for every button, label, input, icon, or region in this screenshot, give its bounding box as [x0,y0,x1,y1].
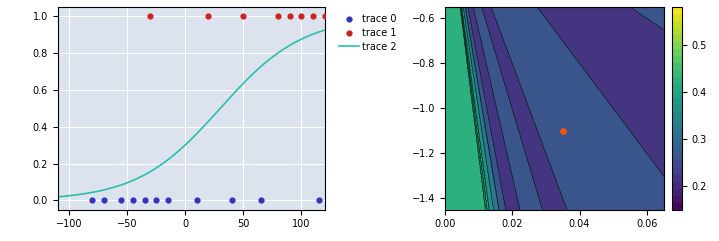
trace 1 [237,14,249,18]
trace 2 [180,144,188,147]
trace 0 [255,199,267,202]
trace 0 [226,199,237,202]
trace 0 [313,199,324,202]
trace 2 [198,127,206,130]
trace 2 [272,53,280,55]
Point [557,129,569,133]
trace 0 [191,199,203,202]
Line: trace 2: trace 2 [58,30,324,197]
trace 2 [53,195,62,198]
trace 1 [307,14,319,18]
trace 2 [182,143,191,146]
trace 0 [86,199,98,202]
trace 0 [150,199,162,202]
Legend: trace 0, trace 1, trace 2: trace 0, trace 1, trace 2 [337,12,398,54]
trace 1 [319,14,330,18]
trace 1 [273,14,284,18]
trace 1 [296,14,307,18]
trace 0 [99,199,110,202]
trace 2 [212,111,221,114]
trace 0 [127,199,139,202]
trace 0 [139,199,150,202]
trace 1 [284,14,296,18]
trace 0 [116,199,127,202]
trace 1 [203,14,214,18]
trace 0 [162,199,173,202]
trace 2 [313,31,322,34]
trace 2 [320,29,329,32]
trace 1 [145,14,156,18]
